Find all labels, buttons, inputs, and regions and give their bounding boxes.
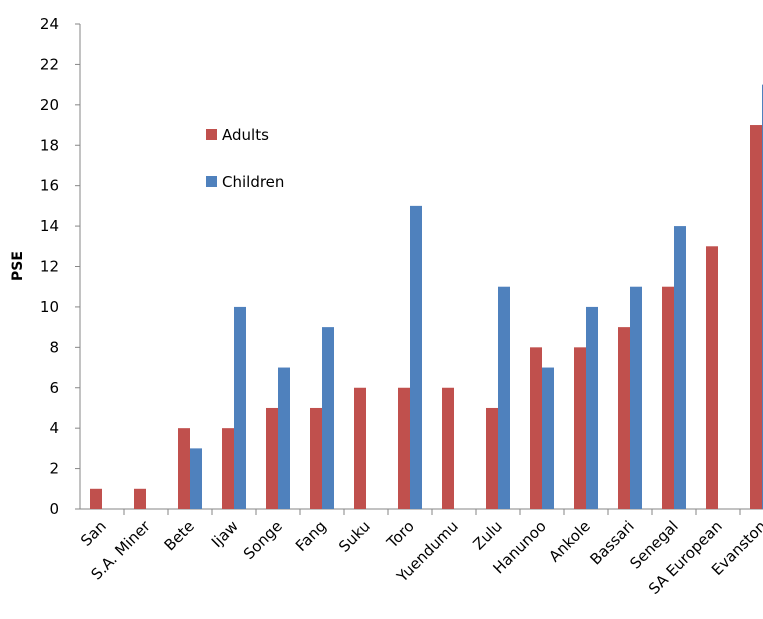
y-tick-label: 2 bbox=[49, 460, 59, 478]
legend: Adults Children bbox=[206, 126, 284, 191]
y-tick-label: 22 bbox=[40, 55, 59, 73]
bar-adults-ankole bbox=[574, 347, 586, 509]
y-tick-label: 4 bbox=[49, 419, 59, 437]
bar-adults-senegal bbox=[662, 286, 674, 509]
bar-adults-suku bbox=[354, 387, 366, 509]
y-tick-label: 18 bbox=[40, 136, 59, 154]
x-category-label: Fang bbox=[292, 517, 330, 555]
y-tick-label: 8 bbox=[49, 338, 59, 356]
bar-adults-s-a-miner bbox=[134, 488, 146, 509]
bar-adults-bete bbox=[178, 428, 190, 509]
bar-adults-evanston bbox=[750, 125, 762, 510]
y-tick-label: 24 bbox=[40, 15, 59, 33]
x-category-label: San bbox=[77, 517, 110, 550]
y-tick-label: 20 bbox=[40, 96, 59, 114]
bar-children-senegal bbox=[674, 226, 686, 510]
bar-children-hanunoo bbox=[542, 367, 554, 509]
bar-children-toro bbox=[410, 205, 422, 509]
bar-children-zulu bbox=[498, 286, 510, 509]
y-tick-label: 16 bbox=[40, 177, 59, 195]
bar-adults-songe bbox=[266, 407, 278, 509]
legend-label-children: Children bbox=[222, 173, 284, 191]
bar-children-bassari bbox=[630, 286, 642, 509]
bar-adults-zulu bbox=[486, 407, 498, 509]
x-category-label: Ankole bbox=[545, 517, 593, 565]
legend-swatch-adults bbox=[206, 129, 217, 140]
bars bbox=[90, 84, 763, 510]
x-category-label: Suku bbox=[335, 517, 374, 556]
y-tick-label: 0 bbox=[49, 500, 59, 518]
x-category-label: Songe bbox=[240, 517, 286, 563]
bar-children-ankole bbox=[586, 306, 598, 509]
y-tick-label: 14 bbox=[40, 217, 59, 235]
bar-adults-ijaw bbox=[222, 428, 234, 509]
x-category-label: Toro bbox=[383, 517, 418, 552]
bar-children-bete bbox=[190, 448, 202, 509]
bar-children-ijaw bbox=[234, 306, 246, 509]
legend-swatch-children bbox=[206, 176, 217, 187]
bar-adults-yuendumu bbox=[442, 387, 454, 509]
y-tick-label: 10 bbox=[40, 298, 59, 316]
x-category-label: Ijaw bbox=[208, 517, 242, 551]
bar-children-fang bbox=[322, 327, 334, 509]
legend-label-adults: Adults bbox=[222, 126, 269, 144]
y-tick-label: 12 bbox=[40, 258, 59, 276]
x-category-label: Zulu bbox=[469, 517, 505, 553]
y-axis-label: PSE bbox=[10, 251, 26, 281]
bar-adults-fang bbox=[310, 407, 322, 509]
bar-children-songe bbox=[278, 367, 290, 509]
bar-adults-sa-european bbox=[706, 246, 718, 509]
bar-adults-hanunoo bbox=[530, 347, 542, 509]
x-ticks bbox=[123, 509, 741, 515]
x-category-label: Bete bbox=[161, 517, 198, 554]
y-tick-label: 6 bbox=[49, 379, 59, 397]
bar-adults-bassari bbox=[618, 327, 630, 509]
bar-adults-toro bbox=[398, 387, 410, 509]
bar-adults-san bbox=[90, 488, 102, 509]
